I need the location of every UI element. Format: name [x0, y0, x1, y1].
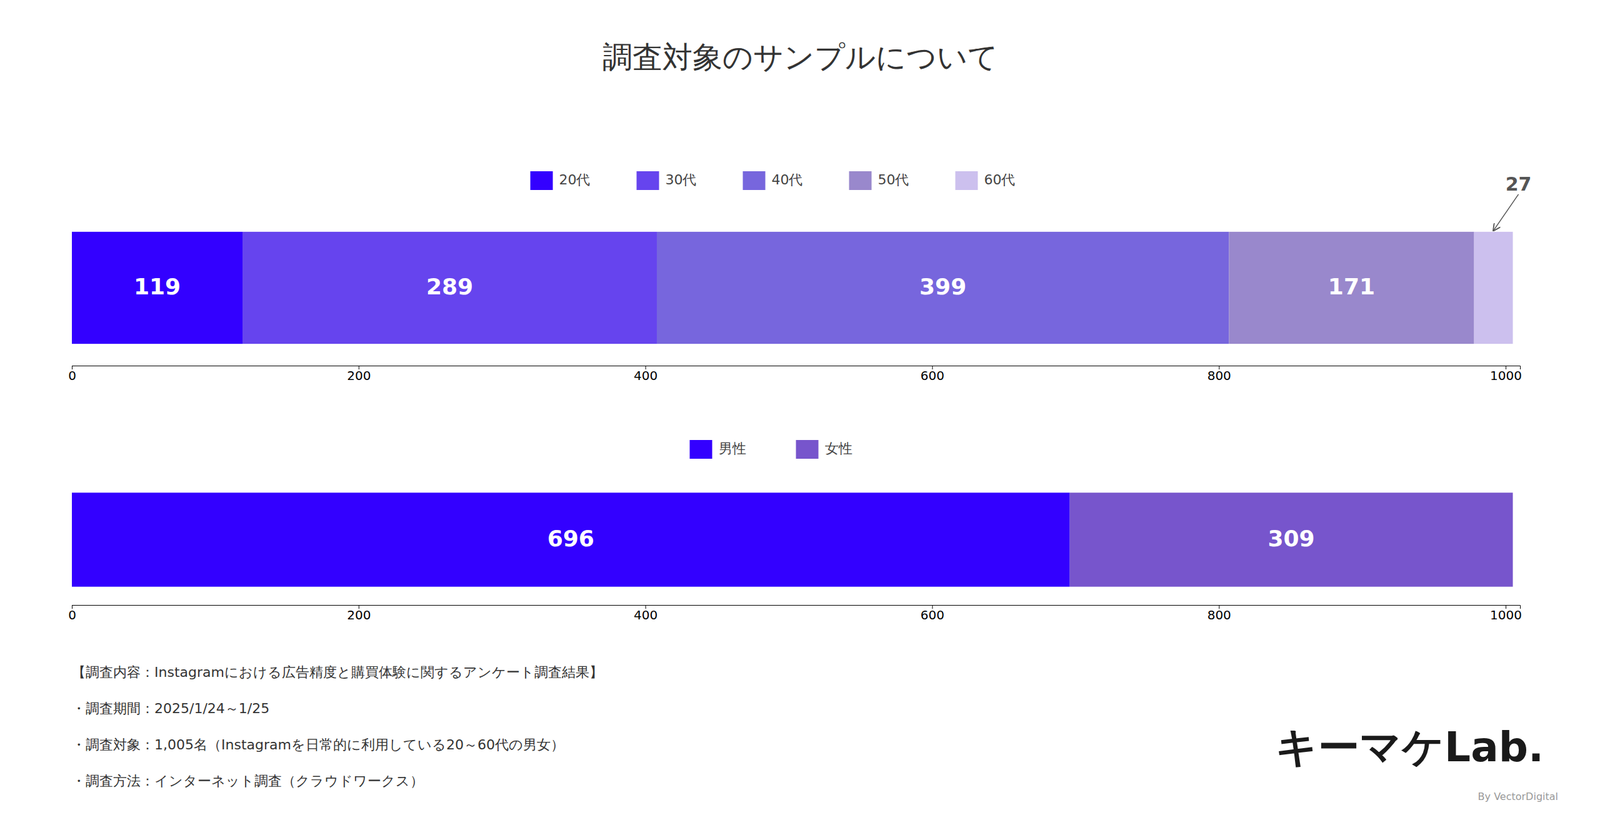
legend-swatch: [636, 171, 660, 190]
tick-label: 600: [920, 368, 945, 384]
data-labels: 119 289 399 171 27: [133, 173, 1532, 300]
data-label: 309: [1268, 525, 1315, 552]
tick: 0: [68, 365, 77, 384]
bar-segment: [656, 231, 1229, 344]
tick: 800: [1207, 365, 1232, 384]
legend-label: 60代: [984, 171, 1016, 188]
tick: 400: [633, 605, 658, 623]
tick-label: 1000: [1490, 607, 1522, 623]
legend-swatch: [955, 171, 979, 190]
tick-label: 200: [346, 368, 371, 384]
legend-label: 20代: [559, 171, 591, 188]
bar-segment: [1474, 231, 1514, 344]
x-axis: 0 200 400 600 800 1000: [68, 365, 1522, 384]
bar-segment: [242, 231, 657, 344]
tick: 600: [920, 365, 945, 384]
legend-item: 30代: [636, 171, 697, 190]
legend-label: 30代: [665, 171, 697, 188]
annotation-arrow: [1493, 194, 1519, 231]
legend-swatch: [743, 171, 766, 190]
bars: [71, 492, 1514, 587]
annotation: 27: [1505, 173, 1532, 195]
plot: 696 309 0 200 400 600 800 1000: [68, 492, 1522, 623]
legend-item: 40代: [743, 171, 804, 190]
legend-label: 男性: [718, 440, 747, 457]
footnote: 【調査内容：Instagramにおける広告精度と購買体験に関するアンケート調査結…: [71, 664, 604, 680]
title: 調査対象のサンプルについて: [602, 39, 999, 75]
axis-line: [72, 605, 1521, 610]
legend-item: 50代: [849, 171, 910, 190]
legend-swatch: [849, 171, 872, 190]
data-label: 119: [133, 273, 181, 300]
tick: 200: [346, 605, 371, 623]
legend-item: 女性: [796, 440, 853, 459]
tick-label: 200: [346, 607, 371, 623]
legend-swatch: [690, 440, 713, 459]
tick: 800: [1207, 605, 1232, 623]
legend-label: 女性: [825, 440, 853, 457]
axis-line: [72, 366, 1521, 370]
tick: 1000: [1490, 605, 1522, 623]
footnote: ・調査対象：1,005名（Instagramを日常的に利用している20～60代の…: [71, 736, 565, 753]
tick: 0: [68, 605, 77, 623]
tick-label: 400: [633, 368, 658, 384]
plot: 119 289 399 171 27 0 200 400 600 800 1000: [68, 173, 1532, 384]
legend-swatch: [796, 440, 819, 459]
legend-label: 50代: [878, 171, 910, 188]
tick-label: 600: [920, 607, 945, 623]
data-label: 289: [426, 273, 474, 300]
bar-segment: [1070, 492, 1514, 587]
tick: 600: [920, 605, 945, 623]
tick: 200: [346, 365, 371, 384]
bar-segment: [71, 231, 243, 344]
logo: キーマケLab.: [1275, 723, 1544, 772]
legend: 20代 30代 40代 50代 60代: [530, 171, 1016, 190]
bar-segment: [71, 492, 1070, 587]
legend-label: 40代: [771, 171, 804, 188]
chart-page: 調査対象のサンプルについて 119 289 399 171 27 0 200 400 600 800…: [0, 0, 1600, 840]
tick: 1000: [1490, 365, 1522, 384]
data-labels: 696 309: [547, 525, 1315, 552]
legend-item: 20代: [530, 171, 591, 190]
bar-segment: [1228, 231, 1474, 344]
legend-item: 60代: [955, 171, 1016, 190]
footnote: ・調査方法：インターネット調査（クラウドワークス）: [71, 773, 424, 789]
legend-item: 男性: [690, 440, 747, 459]
footnotes: 【調査内容：Instagramにおける広告精度と購買体験に関するアンケート調査結…: [71, 664, 604, 789]
legend-swatch: [530, 171, 554, 190]
data-label: 696: [547, 525, 595, 552]
tick: 400: [633, 365, 658, 384]
tick-label: 0: [68, 368, 77, 384]
bars: [71, 231, 1514, 344]
x-axis: 0 200 400 600 800 1000: [68, 605, 1522, 623]
tick-label: 400: [633, 607, 658, 623]
data-label: 171: [1328, 273, 1375, 300]
footnote: ・調査期間：2025/1/24～1/25: [71, 700, 270, 717]
tick-label: 1000: [1490, 368, 1522, 384]
legend: 男性 女性: [690, 440, 853, 459]
tick-label: 800: [1207, 368, 1232, 384]
data-label: 399: [919, 273, 967, 300]
tick-label: 800: [1207, 607, 1232, 623]
logo-subtext: By VectorDigital: [1478, 790, 1559, 803]
tick-label: 0: [68, 607, 77, 623]
